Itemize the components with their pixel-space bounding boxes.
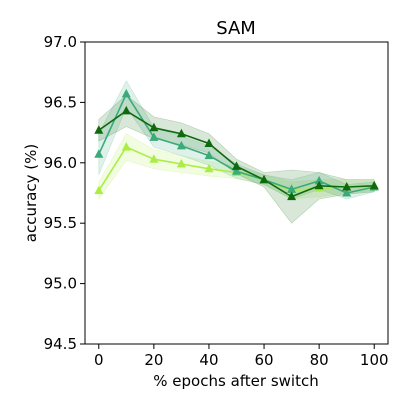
chart-title: SAM (216, 18, 256, 39)
y-tick-label: 96.0 (44, 154, 77, 172)
y-tick-label: 95.5 (44, 214, 77, 232)
series-1-point (94, 149, 104, 158)
series-1-point (149, 132, 159, 141)
series-2-point (369, 180, 379, 190)
y-tick-label: 94.5 (44, 335, 77, 353)
series-2-point (342, 182, 352, 191)
series-1-point (342, 188, 352, 197)
series-2-point (287, 191, 297, 201)
confidence-bands (98, 80, 375, 224)
series-0-point (176, 159, 186, 168)
y-tick-label: 97.0 (44, 33, 77, 51)
plot-frame (84, 41, 389, 345)
series-1-point (314, 175, 324, 185)
y-axis-title: accuracy (%) (22, 144, 40, 242)
x-axis-title: % epochs after switch (153, 372, 318, 390)
series-0-point (204, 163, 214, 173)
series-2-point (204, 138, 214, 147)
series-1-point (121, 88, 131, 98)
series-1-point (287, 184, 297, 193)
x-tick-label: 0 (94, 351, 104, 369)
series-markers (94, 88, 379, 201)
y-tick-label: 96.5 (44, 93, 77, 111)
series-2-point (259, 174, 269, 184)
series-2-point (121, 105, 131, 115)
y-axis-ticks: 94.5 95.0 95.5 96.0 96.5 97.0 (44, 33, 85, 353)
x-tick-label: 20 (144, 351, 163, 369)
series-2-point (232, 161, 241, 170)
series-0-point (121, 142, 131, 151)
series-2-point (176, 128, 186, 138)
x-axis-ticks: 0 20 40 60 80 100 (94, 344, 389, 369)
series-1-point (232, 166, 241, 175)
series-1-point (204, 150, 214, 160)
series-1-point (176, 140, 186, 150)
series-2-point (314, 180, 324, 190)
x-tick-label: 40 (199, 351, 218, 369)
series-0-point (149, 154, 159, 163)
x-tick-label: 60 (254, 351, 273, 369)
x-tick-label: 80 (310, 351, 329, 369)
x-tick-label: 100 (360, 351, 389, 369)
series-2-point (149, 122, 159, 132)
series-0-point (94, 185, 104, 195)
series-2-point (94, 125, 104, 134)
y-tick-label: 95.0 (44, 275, 77, 293)
